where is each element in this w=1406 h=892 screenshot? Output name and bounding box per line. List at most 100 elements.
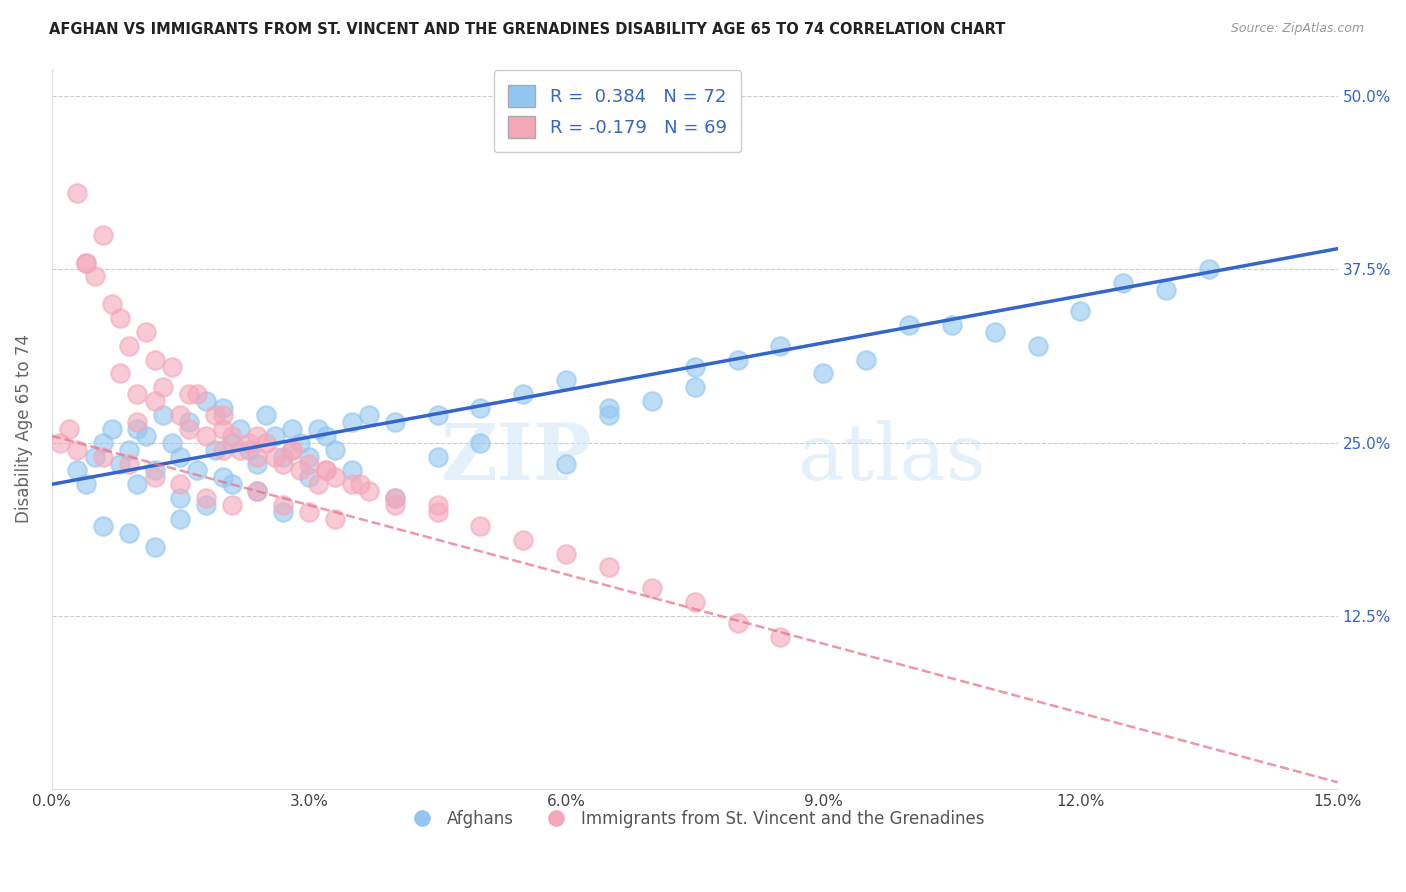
Point bbox=[246, 457, 269, 471]
Point bbox=[769, 339, 792, 353]
Point bbox=[315, 463, 337, 477]
Point bbox=[186, 387, 208, 401]
Point bbox=[127, 422, 149, 436]
Text: Source: ZipAtlas.com: Source: ZipAtlas.com bbox=[1230, 22, 1364, 36]
Point bbox=[512, 387, 534, 401]
Point bbox=[426, 505, 449, 519]
Point bbox=[315, 429, 337, 443]
Point bbox=[169, 408, 191, 422]
Point bbox=[177, 387, 200, 401]
Point bbox=[307, 422, 329, 436]
Point bbox=[177, 422, 200, 436]
Point bbox=[204, 442, 226, 457]
Point bbox=[555, 373, 578, 387]
Point bbox=[683, 359, 706, 374]
Point bbox=[135, 429, 157, 443]
Point bbox=[221, 435, 243, 450]
Point bbox=[357, 408, 380, 422]
Point bbox=[246, 484, 269, 499]
Point bbox=[298, 457, 321, 471]
Point bbox=[91, 450, 114, 464]
Point bbox=[298, 450, 321, 464]
Point bbox=[49, 435, 72, 450]
Point bbox=[323, 512, 346, 526]
Point bbox=[307, 477, 329, 491]
Point bbox=[281, 442, 304, 457]
Point bbox=[100, 297, 122, 311]
Point bbox=[212, 422, 235, 436]
Point bbox=[238, 435, 260, 450]
Point bbox=[263, 429, 285, 443]
Point bbox=[271, 450, 294, 464]
Point bbox=[143, 540, 166, 554]
Point bbox=[143, 470, 166, 484]
Point bbox=[598, 408, 620, 422]
Point bbox=[598, 560, 620, 574]
Y-axis label: Disability Age 65 to 74: Disability Age 65 to 74 bbox=[15, 334, 32, 524]
Point bbox=[898, 318, 921, 332]
Point bbox=[143, 352, 166, 367]
Point bbox=[555, 457, 578, 471]
Point bbox=[91, 435, 114, 450]
Point bbox=[246, 429, 269, 443]
Point bbox=[118, 525, 141, 540]
Point bbox=[727, 352, 749, 367]
Point bbox=[229, 442, 252, 457]
Point bbox=[683, 595, 706, 609]
Point bbox=[91, 519, 114, 533]
Point bbox=[135, 325, 157, 339]
Point bbox=[315, 463, 337, 477]
Point bbox=[271, 498, 294, 512]
Point bbox=[1112, 277, 1135, 291]
Point bbox=[152, 380, 174, 394]
Point bbox=[118, 457, 141, 471]
Point bbox=[127, 415, 149, 429]
Point bbox=[271, 457, 294, 471]
Point bbox=[83, 450, 105, 464]
Point bbox=[855, 352, 877, 367]
Point bbox=[238, 442, 260, 457]
Point bbox=[323, 470, 346, 484]
Point bbox=[127, 477, 149, 491]
Point bbox=[160, 435, 183, 450]
Text: ZIP: ZIP bbox=[440, 420, 592, 496]
Point bbox=[143, 394, 166, 409]
Point bbox=[212, 401, 235, 415]
Point bbox=[246, 484, 269, 499]
Point bbox=[983, 325, 1005, 339]
Legend: Afghans, Immigrants from St. Vincent and the Grenadines: Afghans, Immigrants from St. Vincent and… bbox=[399, 804, 991, 835]
Point bbox=[426, 450, 449, 464]
Point bbox=[91, 227, 114, 242]
Point bbox=[246, 450, 269, 464]
Point bbox=[195, 429, 218, 443]
Point bbox=[384, 491, 406, 505]
Point bbox=[212, 442, 235, 457]
Point bbox=[426, 498, 449, 512]
Point bbox=[254, 435, 277, 450]
Text: AFGHAN VS IMMIGRANTS FROM ST. VINCENT AND THE GRENADINES DISABILITY AGE 65 TO 74: AFGHAN VS IMMIGRANTS FROM ST. VINCENT AN… bbox=[49, 22, 1005, 37]
Point bbox=[271, 505, 294, 519]
Point bbox=[58, 422, 80, 436]
Point bbox=[598, 401, 620, 415]
Point bbox=[212, 470, 235, 484]
Point bbox=[470, 519, 492, 533]
Point bbox=[1026, 339, 1049, 353]
Point bbox=[349, 477, 371, 491]
Point bbox=[66, 186, 89, 201]
Point bbox=[384, 498, 406, 512]
Point bbox=[229, 422, 252, 436]
Point bbox=[169, 450, 191, 464]
Point bbox=[641, 581, 664, 595]
Point bbox=[186, 463, 208, 477]
Point bbox=[769, 630, 792, 644]
Point bbox=[66, 463, 89, 477]
Point bbox=[470, 435, 492, 450]
Point bbox=[160, 359, 183, 374]
Point bbox=[727, 615, 749, 630]
Point bbox=[118, 339, 141, 353]
Point bbox=[110, 310, 132, 325]
Point bbox=[75, 477, 97, 491]
Point bbox=[221, 429, 243, 443]
Point bbox=[1154, 283, 1177, 297]
Point bbox=[290, 435, 312, 450]
